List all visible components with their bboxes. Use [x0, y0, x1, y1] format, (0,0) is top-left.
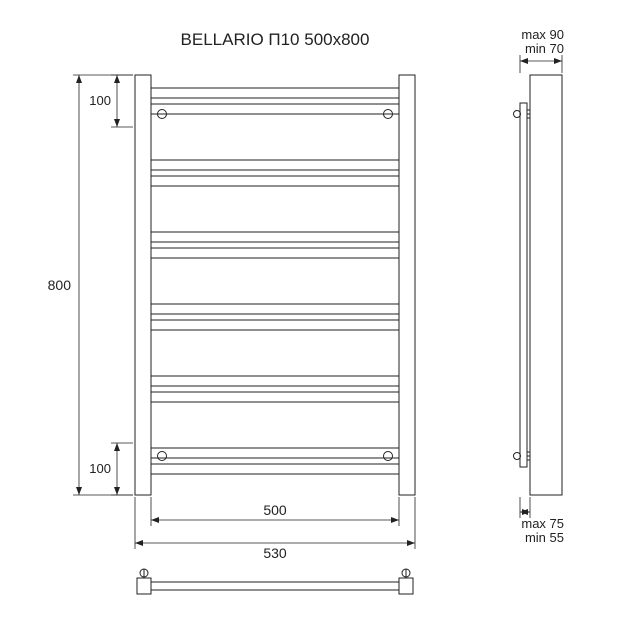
side-view [514, 75, 563, 495]
front-view [135, 75, 415, 495]
dim-100-bot: 100 [89, 461, 111, 476]
dim-depth-top-min: min 70 [525, 41, 564, 56]
bottom-view [137, 569, 413, 594]
dim-800: 800 [48, 277, 72, 293]
dim-530: 530 [263, 545, 287, 561]
dim-depth-bot-max: max 75 [521, 516, 564, 531]
dim-depth-bot-min: min 55 [525, 530, 564, 545]
diagram-title: BELLARIO П10 500x800 [181, 30, 370, 49]
dim-500: 500 [263, 502, 287, 518]
dim-100-top: 100 [89, 93, 111, 108]
dim-depth-top-max: max 90 [521, 27, 564, 42]
